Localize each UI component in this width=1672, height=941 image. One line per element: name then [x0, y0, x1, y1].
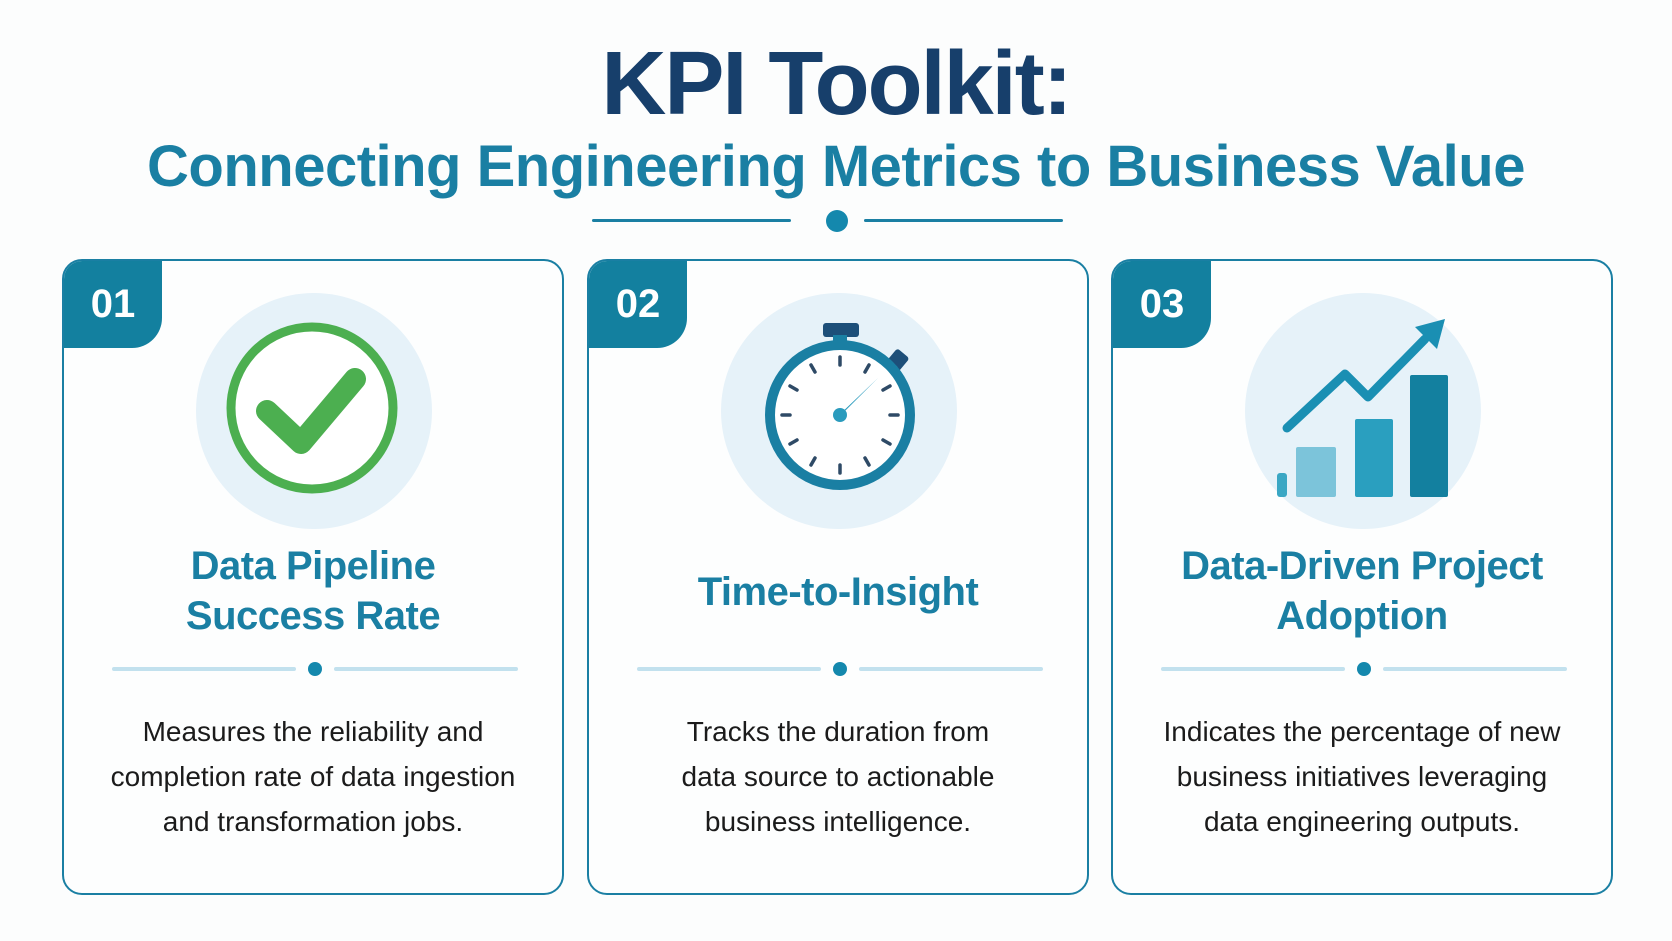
card-number-badge: 02: [589, 261, 687, 348]
card-description: Tracks the duration from data source to …: [681, 716, 995, 837]
card-title: Data-Driven Project Adoption: [1181, 544, 1543, 638]
icon-circle: [721, 293, 957, 529]
card-divider: [112, 662, 518, 676]
icon-circle: [196, 293, 432, 529]
header-divider: [592, 210, 1064, 232]
card-divider: [1161, 662, 1567, 676]
card-divider: [637, 662, 1043, 676]
page-title: KPI Toolkit:: [601, 34, 1072, 134]
stopwatch-icon: [765, 323, 915, 490]
kpi-card-time-to-insight: 02: [587, 259, 1089, 895]
card-description: Indicates the percentage of new business…: [1163, 716, 1561, 837]
divider-line: [592, 219, 791, 222]
growth-chart-icon: [1277, 319, 1448, 497]
kpi-card-project-adoption: 03 Data-Driven Project Adoption Indicate…: [1111, 259, 1613, 895]
icon-circle: [1245, 293, 1481, 529]
card-description: Measures the reliability and completion …: [110, 716, 516, 837]
check-circle-icon: [226, 322, 398, 494]
page-subtitle: Connecting Engineering Metrics to Busine…: [147, 134, 1525, 199]
card-number-badge: 03: [1113, 261, 1211, 348]
kpi-card-pipeline-success: 01 Data Pipeline Success Rate Measures t…: [62, 259, 564, 895]
divider-line: [864, 219, 1063, 222]
card-title: Data Pipeline Success Rate: [185, 544, 441, 638]
card-title: Time-to-Insight: [697, 570, 979, 614]
card-number-badge: 01: [64, 261, 162, 348]
divider-dot: [826, 210, 848, 232]
